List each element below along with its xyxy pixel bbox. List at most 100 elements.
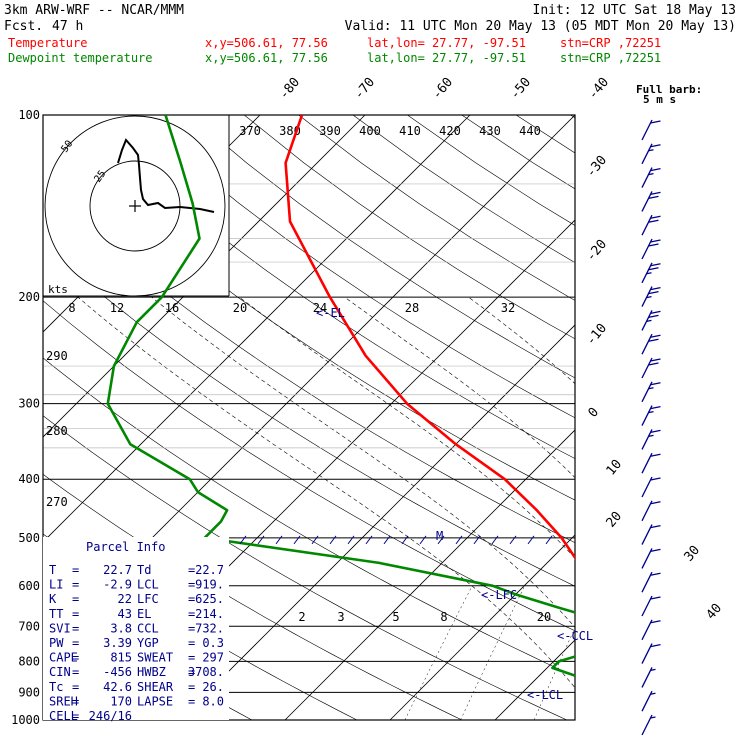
legend-temperature: Temperature x,y=506.61, 77.56 lat,lon= 2…	[8, 36, 661, 50]
wind-barb-flag	[648, 290, 659, 295]
wind-barb-staff	[641, 524, 653, 545]
parcel-value: 43	[118, 607, 132, 621]
parcel-equals: =	[188, 694, 195, 708]
parcel-equals: =	[72, 607, 79, 621]
wind-barb-half-flag	[648, 410, 654, 414]
forecast-label: Fcst.	[4, 19, 43, 34]
theta-label: 410	[399, 124, 421, 138]
wind-barb-half-flag	[646, 319, 652, 323]
wind-barbs	[239, 119, 661, 736]
isotherm-line	[43, 115, 471, 543]
wind-barb-flag	[650, 524, 661, 529]
wind-barb-flag	[648, 362, 659, 366]
parcel-value: 625.	[195, 592, 224, 606]
hodograph-ring	[44, 115, 226, 296]
parcel-equals: =	[188, 578, 195, 592]
dry-adiabat	[80, 115, 575, 459]
level-tick	[509, 535, 517, 545]
parcel-label: CCL	[137, 621, 159, 635]
lcl-annotation: <-LCL	[527, 688, 563, 702]
level-tick	[401, 535, 409, 545]
wind-barb-flag	[648, 338, 659, 342]
level-tick	[239, 535, 247, 545]
model-title: 3km ARW-WRF -- NCAR/MMM	[4, 3, 184, 18]
parcel-equals: =	[188, 665, 195, 679]
wind-barb-staff	[641, 429, 653, 450]
wind-barb-staff	[641, 667, 653, 688]
parcel-equals: =	[188, 621, 195, 635]
wind-barb-staff	[641, 500, 653, 522]
isotherm-label: -70	[352, 75, 379, 103]
wind-barb-staff	[641, 167, 653, 188]
parcel-label: LFC	[137, 592, 159, 606]
dry-adiabat	[298, 115, 575, 301]
isotherm-label: 40	[704, 601, 726, 623]
isotherm-label: -50	[508, 75, 535, 103]
dry-adiabat	[135, 115, 575, 419]
wind-barb	[641, 524, 661, 545]
parcel-equals: =	[188, 636, 195, 650]
wind-barb	[641, 500, 661, 522]
wind-barb-staff	[641, 143, 653, 165]
wind-barb	[641, 619, 661, 641]
level-tick	[545, 535, 553, 545]
wind-barb	[641, 405, 661, 426]
legend-temperature-stn: stn=CRP ,72251	[560, 36, 661, 50]
dry-adiabat	[625, 115, 740, 720]
height-label: 270	[46, 495, 68, 509]
wind-barb	[641, 262, 661, 284]
isotherm-line	[494, 639, 575, 720]
parcel-value: 919.	[195, 578, 224, 592]
wind-barb-staff	[641, 548, 653, 569]
mixing-ratio-line	[605, 586, 661, 720]
parcel-value: 3.39	[103, 636, 132, 650]
parcel-equals: =	[72, 578, 79, 592]
wind-barb	[641, 238, 661, 260]
parcel-label: TT	[49, 607, 63, 621]
wind-barb	[641, 310, 661, 331]
wind-barb-flag	[650, 263, 661, 267]
parcel-value: 732.	[195, 621, 224, 635]
parcel-equals: =	[72, 680, 79, 694]
parcel-label: CELL	[49, 709, 78, 723]
wind-barb-staff	[641, 333, 653, 355]
parcel-equals: =	[188, 651, 195, 665]
dry-adiabat	[189, 115, 575, 379]
parcel-value: 170	[110, 694, 132, 708]
wind-barb-flag	[650, 453, 661, 457]
hodograph-speed-tick: 20	[233, 301, 247, 315]
wind-barb-flag	[650, 286, 661, 291]
parcel-label: LAPSE	[137, 694, 173, 708]
parcel-value: 8.0	[202, 694, 224, 708]
parcel-value: 42.6	[103, 680, 132, 694]
isotherm-line	[284, 429, 575, 720]
parcel-label: SHEAR	[137, 680, 174, 694]
level-tick	[383, 535, 391, 545]
wind-barb-flag	[650, 477, 661, 481]
level-tick	[437, 535, 445, 545]
wind-barb-staff	[641, 571, 653, 593]
wind-barb-half-flag	[648, 434, 654, 438]
wind-barb-half-flag	[646, 272, 652, 275]
wind-barb-flag	[650, 596, 661, 600]
wind-barb-staff	[641, 214, 653, 236]
dry-adiabat	[43, 243, 575, 587]
level-tick	[491, 535, 499, 545]
wind-barb	[641, 191, 661, 212]
wind-barb	[641, 643, 661, 664]
wind-barb	[641, 357, 661, 379]
parcel-level-annotations: <-EL <-LFC <-CCL <-LCL M	[316, 306, 593, 702]
parcel-equals: =	[72, 621, 79, 635]
wind-barb-flag	[648, 267, 659, 271]
parcel-value: 815	[110, 651, 132, 665]
moist-adiabat	[468, 296, 575, 385]
parcel-label: SREH	[49, 694, 78, 708]
mixing-ratio-label: 2	[298, 610, 305, 624]
init-time: Init: 12 UTC Sat 18 May 13	[533, 3, 737, 18]
parcel-value: 297	[202, 651, 224, 665]
hodograph-speed-tick: 12	[110, 301, 124, 315]
parcel-label: LCL	[137, 578, 159, 592]
legend-temperature-xy: x,y=506.61, 77.56	[205, 36, 328, 50]
wind-barb	[641, 476, 661, 498]
